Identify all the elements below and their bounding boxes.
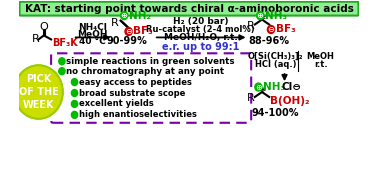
Circle shape [71,90,78,97]
Text: simple reactions in green solvents: simple reactions in green solvents [67,57,235,66]
Text: MeOH: MeOH [77,30,108,39]
Circle shape [71,101,78,107]
Text: R: R [32,34,40,44]
Text: excellent yields: excellent yields [79,99,154,108]
Text: NH₂: NH₂ [129,11,150,21]
Text: ⊕: ⊕ [255,83,262,91]
Text: 94-100%: 94-100% [252,108,299,118]
Text: B(OH)₂: B(OH)₂ [270,96,310,106]
Circle shape [71,111,78,118]
Text: R: R [246,93,254,103]
Text: ⊖: ⊖ [125,27,132,36]
Text: ⊕: ⊕ [257,11,264,20]
Circle shape [267,26,275,33]
Text: MeOH: MeOH [307,52,335,61]
Text: NH₄Cl: NH₄Cl [78,23,107,32]
Text: high enantioselectivities: high enantioselectivities [79,110,197,119]
Text: BF₃K: BF₃K [52,38,78,48]
Circle shape [255,83,262,91]
Text: NH₃: NH₃ [263,82,285,92]
Text: *: * [260,87,266,97]
Circle shape [71,79,78,86]
Text: 90-99%: 90-99% [107,36,147,46]
Text: r.t.: r.t. [314,60,327,69]
Text: Cl⊖: Cl⊖ [282,82,302,92]
Text: Ru-catalyst (2-4 mol%): Ru-catalyst (2-4 mol%) [146,25,255,34]
Circle shape [59,68,65,75]
Text: R: R [246,21,254,30]
Text: 40 °C: 40 °C [79,37,106,46]
Text: O[Si(CH₃)₃]₂: O[Si(CH₃)₃]₂ [248,52,303,61]
Circle shape [121,12,128,19]
Circle shape [257,12,264,19]
Text: broad substrate scope: broad substrate scope [79,88,186,98]
Text: no chromatography at any point: no chromatography at any point [67,67,225,76]
Text: e.r. up to 99:1: e.r. up to 99:1 [162,42,239,52]
Text: O: O [40,22,48,32]
Text: HCl (aq.): HCl (aq.) [255,60,296,69]
Text: BF₃: BF₃ [133,26,153,36]
Text: easy access to peptides: easy access to peptides [79,78,192,87]
Circle shape [14,65,63,119]
FancyBboxPatch shape [20,2,358,15]
Text: *: * [260,15,266,25]
Text: MeOH/H₂O, r.t.: MeOH/H₂O, r.t. [164,33,238,42]
Text: NH₃: NH₃ [265,11,287,21]
Text: H₂ (20 bar): H₂ (20 bar) [173,17,228,26]
Text: KAT: starting point towards chiral α-aminoboronic acids: KAT: starting point towards chiral α-ami… [25,4,353,14]
Text: ⊕: ⊕ [121,11,128,20]
Circle shape [125,27,132,35]
Text: PICK
OF THE
WEEK: PICK OF THE WEEK [19,74,58,110]
Circle shape [59,58,65,65]
Text: ⊖: ⊖ [268,25,274,34]
FancyBboxPatch shape [51,53,251,123]
Text: 88-96%: 88-96% [249,36,290,46]
Text: BF₃: BF₃ [276,25,295,34]
Text: R: R [111,18,119,28]
